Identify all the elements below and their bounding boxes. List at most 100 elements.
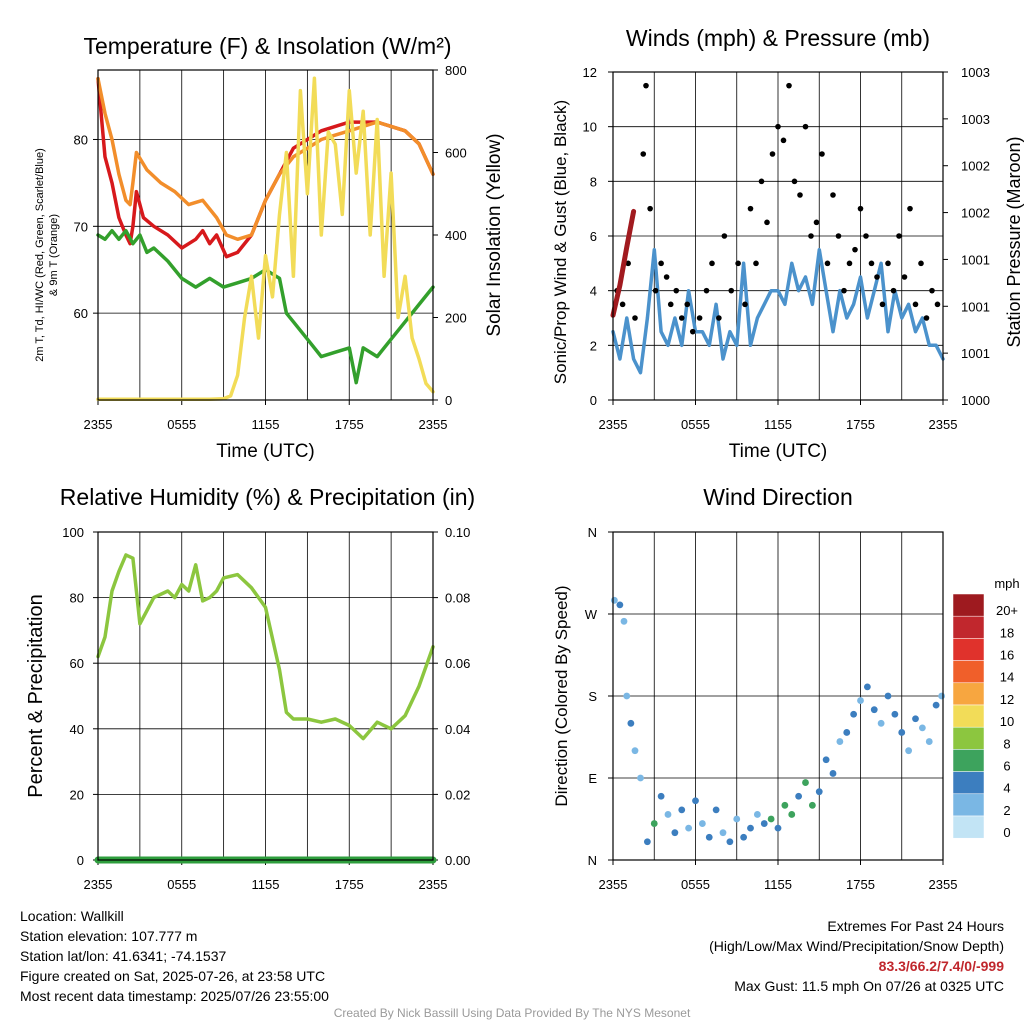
dir-border <box>612 531 944 861</box>
dir-y-tick-label: S <box>588 689 597 704</box>
wind-y-tick-label: 8 <box>590 174 597 189</box>
recent-data-text: Most recent data timestamp: 2025/07/26 2… <box>20 988 329 1004</box>
temp-x-tick-label: 1155 <box>252 417 280 432</box>
rh-y2-tick-label: 0.02 <box>445 787 470 802</box>
wind-y-tick-label: 0 <box>590 393 597 408</box>
wind-gust-point <box>835 233 842 239</box>
wind-gust-point <box>885 260 891 267</box>
legend-swatch <box>952 793 985 817</box>
temp-x-tick-label: 2355 <box>84 417 113 432</box>
legend-label: 2 <box>1003 803 1010 818</box>
wind-x-tick-label: 0555 <box>681 417 710 432</box>
wind-gust-point <box>830 192 836 198</box>
extremes-heading: Extremes For Past 24 Hours <box>827 918 1004 934</box>
wind-y-label: Sonic/Prop Wind & Gust (Blue, Black) <box>551 100 570 384</box>
created-text: Figure created on Sat, 2025-07-26, at 23… <box>20 968 326 984</box>
max-gust-text: Max Gust: 11.5 mph On 07/26 at 0325 UTC <box>734 978 1004 994</box>
temp-y-label: 2m T, Td, HI/WC (Red, Green, Scarlet/Blu… <box>34 148 46 362</box>
temp-series-line <box>96 76 435 401</box>
temp-y-tick-label: 70 <box>74 219 88 234</box>
wind-gust-point <box>619 301 626 308</box>
dir-y-tick-label: E <box>588 771 597 786</box>
dir-point <box>795 792 803 800</box>
dir-point <box>815 788 823 796</box>
temp-y2-tick-label: 200 <box>445 311 467 326</box>
wind-title: Winds (mph) & Pressure (mb) <box>626 25 930 51</box>
wind-y2-tick-label: 1003 <box>961 112 990 127</box>
wind-gust-point <box>747 205 754 212</box>
dir-x-tick-label: 1155 <box>764 877 792 892</box>
wind-gust-point <box>901 274 908 280</box>
dir-point <box>857 697 864 704</box>
dir-point <box>850 710 858 718</box>
wind-gust-point <box>907 205 913 212</box>
wind-gust-point <box>758 178 765 185</box>
dir-point <box>753 811 761 818</box>
legend-label: 20+ <box>996 603 1018 618</box>
extremes-info: Extremes For Past 24 Hours (High/Low/Max… <box>709 916 1004 996</box>
wind-gust-point <box>728 287 735 294</box>
dir-point <box>719 829 727 837</box>
dir-point <box>712 806 720 814</box>
wind-y2-tick-label: 1001 <box>961 346 990 361</box>
rh-y-label: Percent & Precipitation <box>25 594 47 797</box>
legend-swatch <box>952 682 985 706</box>
wind-gust-point <box>797 192 803 198</box>
wind-y2-tick-label: 1000 <box>961 393 990 408</box>
temp-x-label: Time (UTC) <box>216 441 315 462</box>
legend-swatch <box>952 771 985 795</box>
dir-point <box>905 747 913 755</box>
dir-point <box>870 706 878 714</box>
dir-point <box>637 774 644 782</box>
dir-point <box>627 719 635 727</box>
wind-x-tick-label: 2355 <box>599 417 628 432</box>
wind-gust-point <box>709 260 715 267</box>
wind-gust-point <box>846 260 853 267</box>
rh-x-tick-label: 0555 <box>167 877 196 892</box>
temp-y-label-2: & 9m T (Orange) <box>48 214 60 296</box>
wind-x-tick-label: 2355 <box>929 417 958 432</box>
station-info: Location: Wallkill Station elevation: 10… <box>20 906 329 1006</box>
wind-gust-point <box>923 315 930 321</box>
temp-y2-tick-label: 400 <box>445 228 467 243</box>
wind-gust-point <box>652 287 659 294</box>
dir-point <box>836 738 844 745</box>
rh-y2-tick-label: 0.00 <box>445 853 470 868</box>
wind-y2-tick-label: 1002 <box>961 159 990 174</box>
wind-gust-point <box>735 260 741 267</box>
rh-x-tick-label: 1155 <box>252 877 280 892</box>
dir-point <box>891 710 899 718</box>
dir-point <box>843 729 851 736</box>
wind-gust-point <box>896 233 902 239</box>
wind-x-tick-label: 1755 <box>846 417 875 432</box>
wind-x-tick-label: 1155 <box>764 417 792 432</box>
dir-point <box>623 692 631 700</box>
location-text: Location: Wallkill <box>20 908 124 924</box>
rh-y2-tick-label: 0.06 <box>445 656 470 671</box>
wind-x-label: Time (UTC) <box>729 441 828 462</box>
wind-gust-point <box>721 233 728 239</box>
wind-gust-point <box>912 301 919 308</box>
wind-gust-point <box>863 233 869 239</box>
wind-gust-point <box>780 137 787 144</box>
dir-y-tick-label: N <box>588 853 597 868</box>
rh-line <box>96 553 435 741</box>
wind-gust-point <box>819 151 825 157</box>
dir-point <box>938 692 946 700</box>
legend-swatch <box>952 815 985 839</box>
wind-gust-point <box>663 274 670 280</box>
dir-point <box>884 692 892 700</box>
dir-x-tick-label: 2355 <box>929 877 958 892</box>
rh-x-tick-label: 2355 <box>84 877 113 892</box>
wind-y2-tick-label: 1001 <box>961 252 990 267</box>
dir-point <box>650 820 658 827</box>
temp-y-tick-label: 60 <box>74 306 88 321</box>
dir-y-tick-label: W <box>585 607 598 622</box>
dir-point <box>678 806 686 814</box>
speed-legend: mph 20+ 18 16 14 12 10 8 6 4 2 0 <box>952 576 1020 840</box>
wind-y2-tick-label: 1003 <box>961 65 990 80</box>
rh-x-tick-label: 2355 <box>419 877 448 892</box>
wind-gust-point <box>689 328 696 335</box>
